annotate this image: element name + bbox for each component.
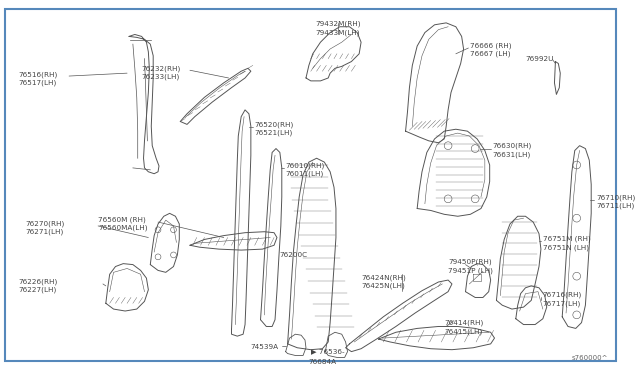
Text: 76424N(RH)
76425N(LH): 76424N(RH) 76425N(LH) xyxy=(361,274,406,289)
Text: 76684A: 76684A xyxy=(309,359,337,365)
Text: 76666 (RH)
76667 (LH): 76666 (RH) 76667 (LH) xyxy=(470,42,512,57)
Text: 76200C: 76200C xyxy=(280,252,308,258)
Text: 76270(RH)
76271(LH): 76270(RH) 76271(LH) xyxy=(26,220,65,235)
Text: 76630(RH)
76631(LH): 76630(RH) 76631(LH) xyxy=(493,143,532,158)
Text: 76751M (RH)
76751N (LH): 76751M (RH) 76751N (LH) xyxy=(543,235,591,251)
Text: 76520(RH)
76521(LH): 76520(RH) 76521(LH) xyxy=(255,122,294,137)
Text: 76226(RH)
76227(LH): 76226(RH) 76227(LH) xyxy=(19,278,58,293)
Text: 76232(RH)
76233(LH): 76232(RH) 76233(LH) xyxy=(141,65,181,80)
Text: 76710(RH)
76711(LH): 76710(RH) 76711(LH) xyxy=(596,194,636,209)
Text: 76992U: 76992U xyxy=(525,56,554,62)
Text: s760000^: s760000^ xyxy=(572,355,609,361)
Text: 79432M(RH)
79433M(LH): 79432M(RH) 79433M(LH) xyxy=(316,21,361,36)
Text: ▶ 76536-: ▶ 76536- xyxy=(311,348,344,354)
Text: 76516(RH)
76517(LH): 76516(RH) 76517(LH) xyxy=(19,71,58,86)
Text: 79450P(RH)
79451P (LH): 79450P(RH) 79451P (LH) xyxy=(448,259,493,274)
Text: 76716(RH)
76717(LH): 76716(RH) 76717(LH) xyxy=(543,292,582,307)
Text: 74539A: 74539A xyxy=(251,344,279,350)
Text: 76010(RH)
76011(LH): 76010(RH) 76011(LH) xyxy=(285,162,325,177)
Text: 76560M (RH)
76560MA(LH): 76560M (RH) 76560MA(LH) xyxy=(98,216,148,231)
Text: 76414(RH)
76415(LH): 76414(RH) 76415(LH) xyxy=(444,320,483,335)
